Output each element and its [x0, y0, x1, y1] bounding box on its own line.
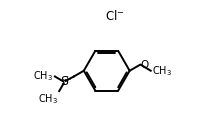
Text: CH$_3$: CH$_3$: [38, 92, 58, 106]
Text: Cl$^{-}$: Cl$^{-}$: [104, 9, 124, 23]
Text: CH$_3$: CH$_3$: [33, 69, 53, 83]
Text: S: S: [60, 75, 68, 88]
Text: CH$_3$: CH$_3$: [151, 64, 171, 78]
Text: O: O: [140, 60, 148, 70]
Text: +: +: [63, 75, 71, 84]
